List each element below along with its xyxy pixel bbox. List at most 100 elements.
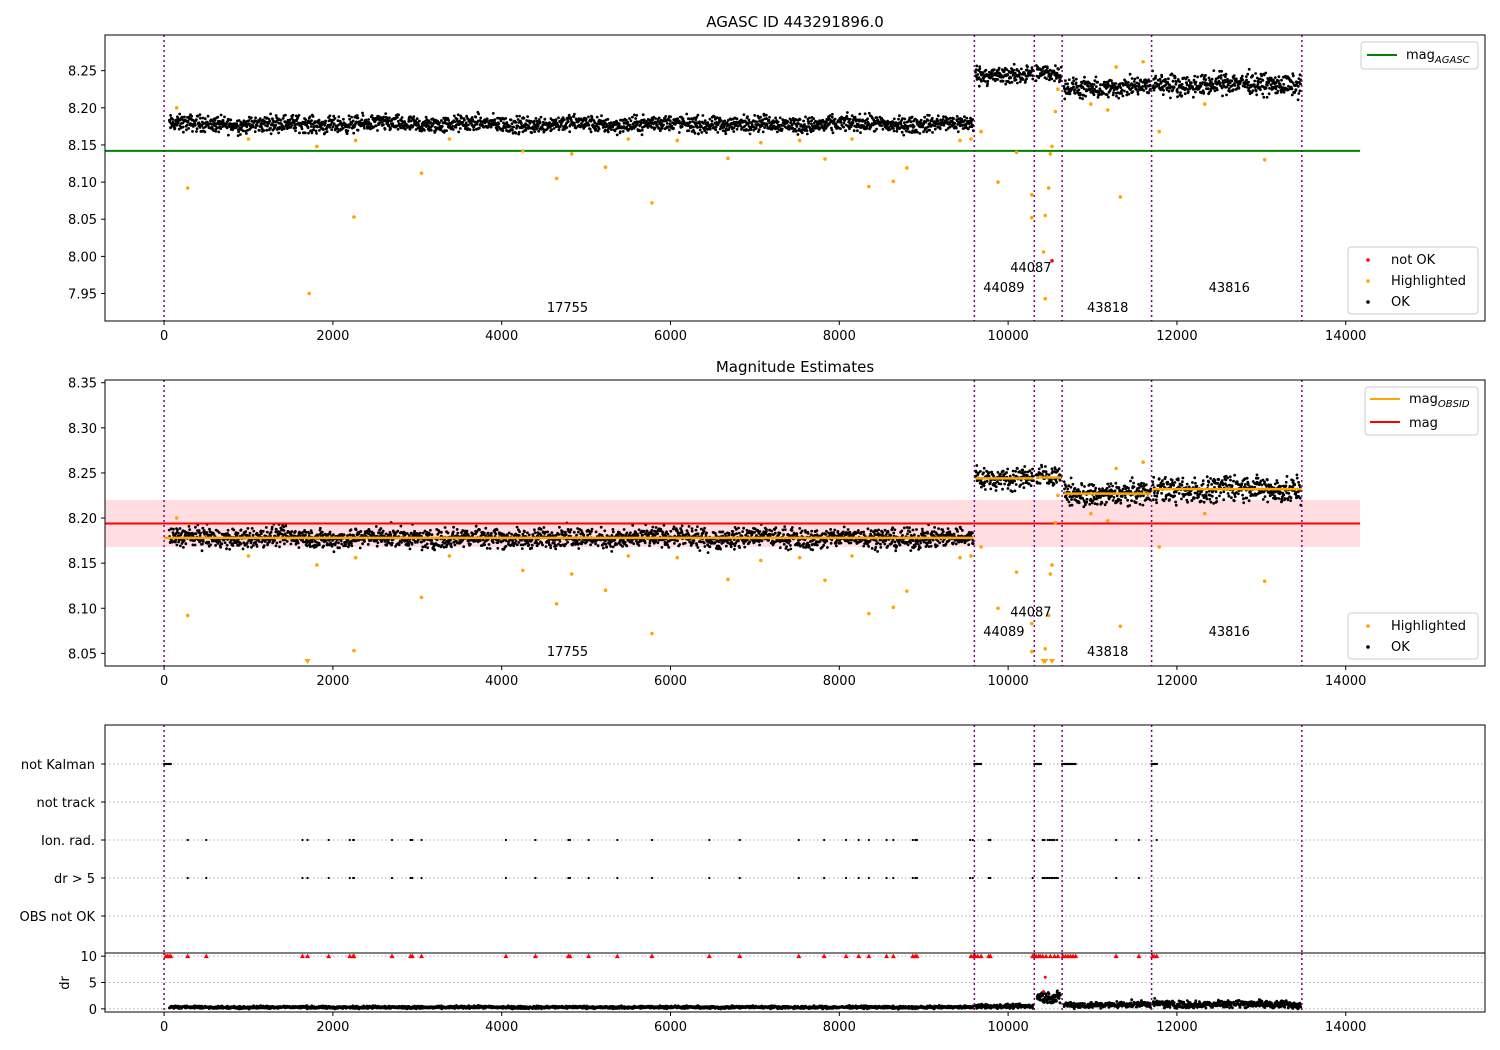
ok-point xyxy=(193,543,197,547)
ok-point xyxy=(1001,79,1005,83)
ok-point xyxy=(594,530,598,534)
ok-point xyxy=(709,538,712,542)
highlighted-point xyxy=(1056,87,1060,92)
ok-point xyxy=(1079,93,1082,97)
ok-point xyxy=(465,529,469,533)
ok-point xyxy=(1290,87,1294,91)
ok-point xyxy=(355,114,359,117)
ok-point xyxy=(845,114,849,118)
x-tick-label: 8000 xyxy=(823,329,856,344)
ok-point xyxy=(1133,77,1137,81)
ok-point xyxy=(696,546,700,549)
ok-point xyxy=(533,531,537,535)
ok-point xyxy=(225,547,228,551)
ok-point xyxy=(537,542,540,546)
ok-point xyxy=(1194,80,1198,84)
ok-point xyxy=(198,126,202,129)
ok-point xyxy=(619,543,623,547)
ok-point xyxy=(337,115,341,119)
ok-point xyxy=(244,530,248,533)
ok-point xyxy=(1115,94,1118,98)
ok-point xyxy=(575,533,578,537)
ok-point xyxy=(311,540,314,544)
ok-point xyxy=(867,122,870,126)
ok-point xyxy=(1259,88,1262,91)
ok-point xyxy=(213,118,217,122)
ok-point xyxy=(396,119,400,123)
ok-point xyxy=(1020,67,1023,71)
ok-point xyxy=(631,524,635,527)
ok-point xyxy=(827,122,831,126)
ok-point xyxy=(296,116,300,119)
ok-point xyxy=(1179,91,1182,94)
ok-point xyxy=(604,542,608,546)
ok-point xyxy=(182,546,185,549)
ok-point xyxy=(1120,88,1124,92)
ok-point xyxy=(191,543,195,547)
ok-point xyxy=(654,117,657,120)
ok-point xyxy=(269,132,273,136)
ok-point xyxy=(331,125,335,129)
ok-point xyxy=(332,114,336,118)
ok-point xyxy=(846,111,849,114)
ok-point xyxy=(408,540,412,543)
ok-point xyxy=(721,530,725,534)
ok-point xyxy=(228,125,232,128)
ok-point xyxy=(595,115,599,119)
ok-point xyxy=(761,130,765,134)
ok-point xyxy=(429,528,432,532)
ok-point xyxy=(470,116,474,119)
ok-point xyxy=(410,542,414,546)
ok-point xyxy=(1278,83,1282,86)
ok-point xyxy=(1226,83,1230,87)
ok-point xyxy=(611,528,615,531)
ok-point xyxy=(214,124,217,128)
ok-point xyxy=(1142,89,1146,92)
ok-point xyxy=(515,126,518,130)
ok-point xyxy=(936,114,940,118)
ok-point xyxy=(527,533,531,537)
ok-point xyxy=(1269,76,1273,80)
ok-point xyxy=(675,529,679,532)
ok-point xyxy=(462,533,466,537)
ok-point xyxy=(762,114,766,117)
ok-point xyxy=(496,541,500,544)
y-tick-label: 8.25 xyxy=(68,65,97,80)
x-tick-label: 2000 xyxy=(316,329,349,344)
ok-point xyxy=(344,544,348,548)
ok-point xyxy=(311,115,315,118)
ok-point xyxy=(587,115,590,119)
highlighted-point xyxy=(850,137,854,141)
ok-point xyxy=(606,117,610,121)
ok-point xyxy=(346,534,349,538)
ok-point xyxy=(1074,81,1078,85)
ok-point xyxy=(557,128,561,132)
ok-point xyxy=(455,528,459,531)
ok-point xyxy=(1026,65,1029,69)
ok-point xyxy=(445,129,448,133)
ok-point xyxy=(668,128,671,132)
ok-point xyxy=(372,534,376,537)
ok-point xyxy=(408,127,412,131)
ok-point xyxy=(1202,92,1206,95)
ok-point xyxy=(215,126,219,130)
ok-point xyxy=(389,127,392,131)
ok-point xyxy=(1265,95,1269,99)
highlighted-point xyxy=(1029,215,1034,220)
ok-point xyxy=(526,115,529,118)
ok-point xyxy=(411,124,415,128)
ok-point xyxy=(733,547,736,551)
ok-point xyxy=(227,133,230,137)
ok-point xyxy=(887,126,891,129)
ok-point xyxy=(666,543,669,547)
ok-point xyxy=(1211,82,1215,86)
ok-point xyxy=(550,531,554,535)
ok-point xyxy=(1064,82,1067,86)
ok-point xyxy=(226,117,230,121)
ok-point xyxy=(680,122,684,126)
ok-point xyxy=(1206,87,1210,91)
ok-point xyxy=(850,114,854,117)
ok-point xyxy=(563,118,566,122)
ok-point xyxy=(677,131,681,134)
ok-point xyxy=(407,534,411,537)
